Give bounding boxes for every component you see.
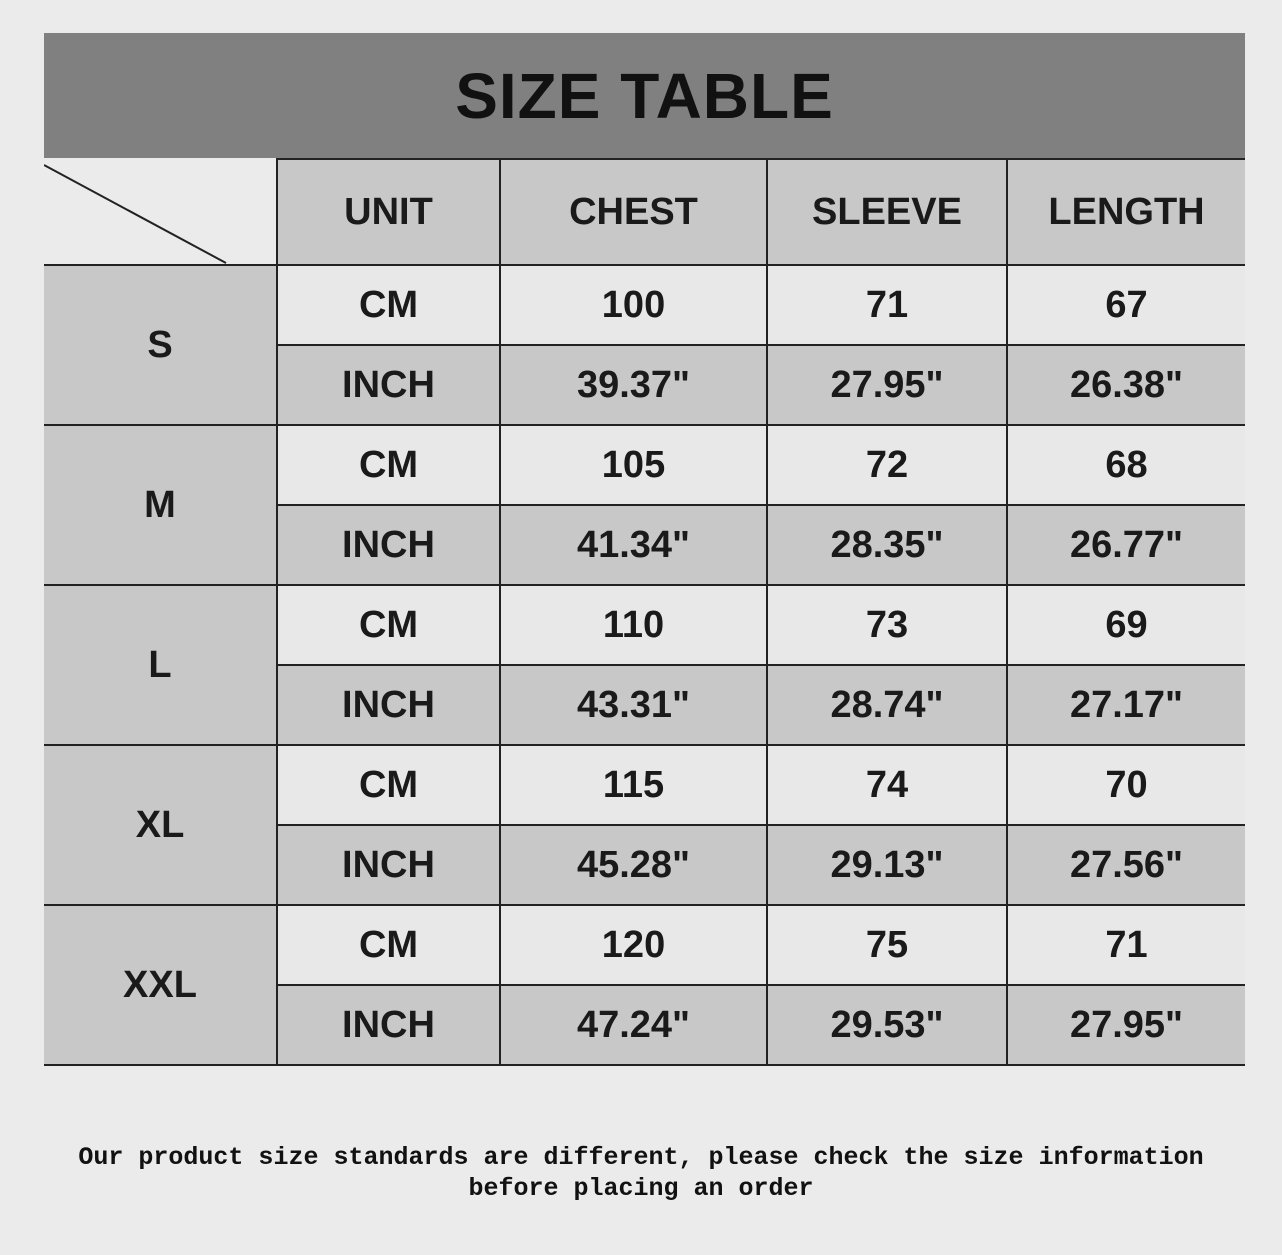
length-cell: 70 [1006, 744, 1245, 826]
chest-cell: 47.24" [499, 984, 768, 1066]
table-row: L CM 110 73 69 [44, 584, 1245, 746]
unit-cell: CM [276, 904, 501, 986]
header-row: UNIT CHEST SLEEVE LENGTH [44, 158, 1245, 266]
length-cell: 27.56" [1006, 824, 1245, 906]
header-length: LENGTH [1006, 158, 1245, 266]
length-cell: 68 [1006, 424, 1245, 506]
length-cell: 27.95" [1006, 984, 1245, 1066]
sleeve-cell: 28.35" [766, 504, 1008, 586]
unit-cell: CM [276, 264, 501, 346]
unit-cell: INCH [276, 824, 501, 906]
sleeve-cell: 29.53" [766, 984, 1008, 1066]
size-label: L [44, 584, 278, 746]
unit-cell: INCH [276, 504, 501, 586]
table-row: INCH 43.31" 28.74" 27.17" [44, 664, 1245, 746]
chest-cell: 39.37" [499, 344, 768, 426]
table-row: XL CM 115 74 70 [44, 744, 1245, 906]
length-cell: 26.38" [1006, 344, 1245, 426]
table-row: XXL CM 120 75 71 [44, 904, 1245, 1066]
length-cell: 69 [1006, 584, 1245, 666]
table-row: INCH 41.34" 28.35" 26.77" [44, 504, 1245, 586]
page-title: SIZE TABLE [44, 33, 1245, 158]
table-row: INCH 39.37" 27.95" 26.38" [44, 344, 1245, 426]
size-table: UNIT CHEST SLEEVE LENGTH S CM 100 71 67 INCH 3… [44, 158, 1245, 1066]
length-cell: 67 [1006, 264, 1245, 346]
unit-cell: CM [276, 584, 501, 666]
chest-cell: 115 [499, 744, 768, 826]
size-notice: Our product size standards are different… [0, 1142, 1282, 1204]
chest-cell: 43.31" [499, 664, 768, 746]
unit-cell: INCH [276, 344, 501, 426]
sleeve-cell: 28.74" [766, 664, 1008, 746]
size-label: XXL [44, 904, 278, 1066]
chest-cell: 110 [499, 584, 768, 666]
size-label: S [44, 264, 278, 426]
sleeve-cell: 73 [766, 584, 1008, 666]
corner-cell [44, 159, 278, 266]
header-sleeve: SLEEVE [766, 158, 1008, 266]
size-label: XL [44, 744, 278, 906]
chest-cell: 100 [499, 264, 768, 346]
sleeve-cell: 29.13" [766, 824, 1008, 906]
length-cell: 27.17" [1006, 664, 1245, 746]
table-row: S CM 100 71 67 [44, 264, 1245, 426]
notice-line-1: Our product size standards are different… [78, 1143, 1204, 1172]
sleeve-cell: 74 [766, 744, 1008, 826]
sleeve-cell: 71 [766, 264, 1008, 346]
table-row: M CM 105 72 68 [44, 424, 1245, 586]
notice-line-2: before placing an order [468, 1174, 814, 1203]
unit-cell: INCH [276, 664, 501, 746]
header-unit: UNIT [276, 158, 501, 266]
sleeve-cell: 27.95" [766, 344, 1008, 426]
chest-cell: 45.28" [499, 824, 768, 906]
table-row: INCH 45.28" 29.13" 27.56" [44, 824, 1245, 906]
sleeve-cell: 75 [766, 904, 1008, 986]
sleeve-cell: 72 [766, 424, 1008, 506]
chest-cell: 105 [499, 424, 768, 506]
unit-cell: INCH [276, 984, 501, 1066]
length-cell: 71 [1006, 904, 1245, 986]
chest-cell: 41.34" [499, 504, 768, 586]
diagonal-divider [44, 164, 227, 264]
size-label: M [44, 424, 278, 586]
chest-cell: 120 [499, 904, 768, 986]
length-cell: 26.77" [1006, 504, 1245, 586]
unit-cell: CM [276, 424, 501, 506]
header-chest: CHEST [499, 158, 768, 266]
table-row: INCH 47.24" 29.53" 27.95" [44, 984, 1245, 1066]
unit-cell: CM [276, 744, 501, 826]
